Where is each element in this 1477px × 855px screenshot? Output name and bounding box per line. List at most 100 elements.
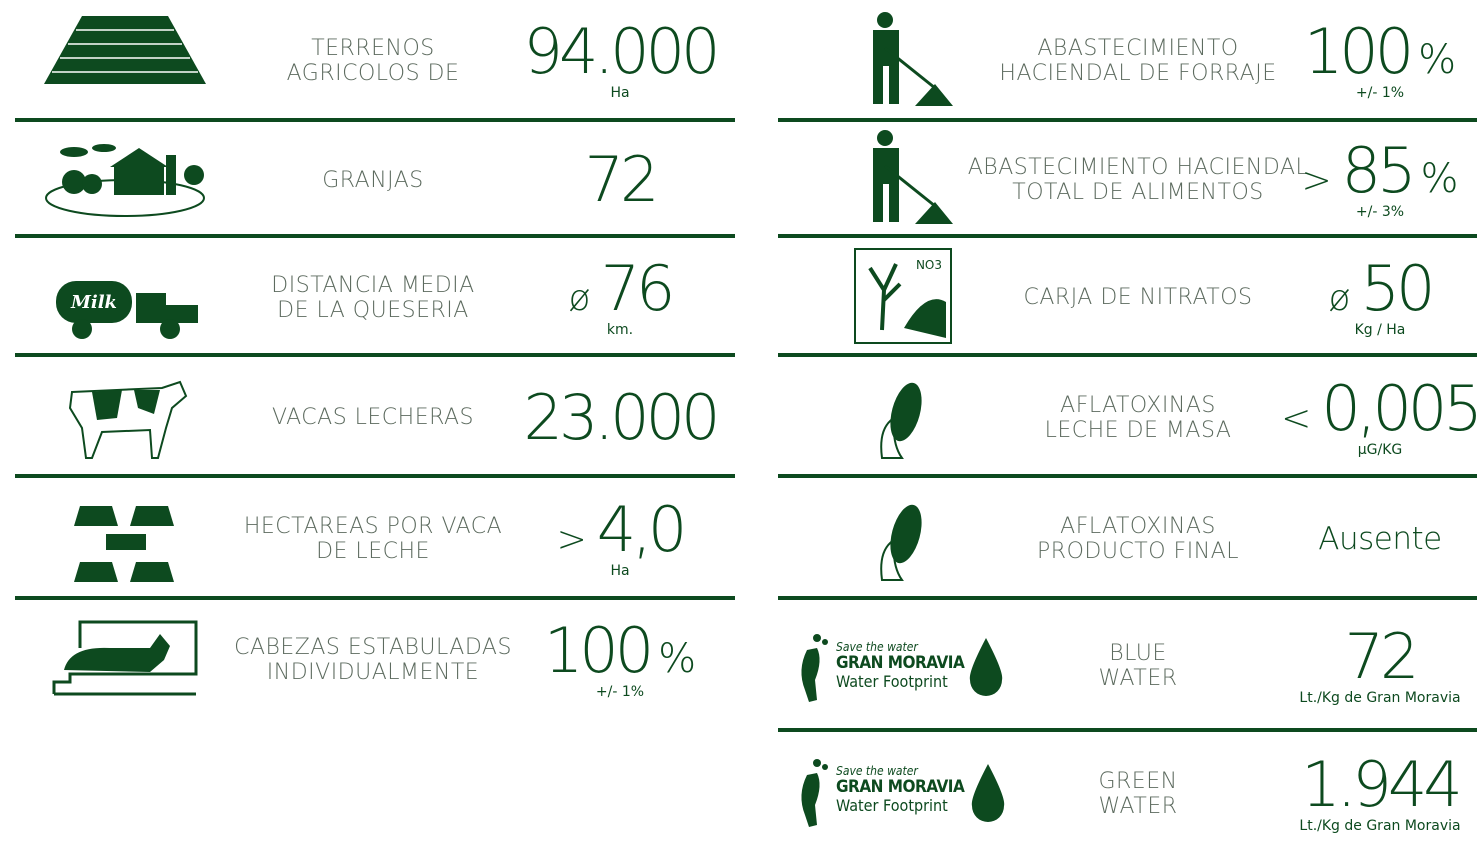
value-number: 50 (1360, 251, 1436, 325)
stat-label: AFLATOXINAS PRODUCTO FINAL (1037, 478, 1239, 600)
value-line: >4,0 (557, 493, 688, 566)
value-note: +/- 1% (1355, 85, 1405, 101)
value-line: 94.000 (524, 21, 721, 83)
stat-label: VACAS LECHERAS (272, 357, 474, 478)
value-line: 100% (543, 614, 696, 687)
stat-row: DISTANCIA MEDIA DE LA QUESERIA ø 76 km. (15, 238, 735, 357)
label-line: AFLATOXINAS (1060, 392, 1216, 418)
label-line: PRODUCTO FINAL (1037, 539, 1239, 564)
stat-row: CABEZAS ESTABULADAS INDIVIDUALMENTE 100% +/… (15, 600, 735, 720)
value-line: ø 76 (569, 251, 676, 325)
value-number: 85 (1341, 134, 1417, 207)
value-suffix: % (1420, 156, 1459, 202)
value-note: Lt./Kg de Gran Moravia (1299, 690, 1461, 706)
stat-label: BLUE WATER (1098, 600, 1177, 732)
value-number: Ausente (1318, 521, 1442, 557)
divider (778, 353, 1477, 357)
divider (15, 353, 735, 357)
value-number: 0,005 (1321, 371, 1477, 445)
value-note: Ha (610, 85, 630, 101)
divider (778, 728, 1477, 732)
stat-label: DISTANCIA MEDIA DE LA QUESERIA (271, 238, 474, 357)
label-line: HACIENDAL DE FORRAJE (999, 61, 1277, 86)
value-line: 72 (1344, 620, 1420, 693)
value-number: 72 (584, 143, 660, 216)
drop-icon (969, 638, 1003, 696)
water-logo: Save the water GRAN MORAVIA Water Footpr… (836, 764, 965, 815)
divider (778, 118, 1477, 122)
value-prefix: ø (1328, 277, 1351, 319)
value-number: 76 (600, 251, 676, 325)
value-number: 72 (1344, 620, 1420, 693)
stall-icon (52, 620, 198, 696)
divider (15, 234, 735, 238)
svg-text:Milk: Milk (70, 292, 117, 313)
nitrate-icon: NO3 (854, 248, 952, 344)
footprint-icon (801, 634, 828, 702)
value-note: Lt./Kg de Gran Moravia (1299, 817, 1461, 834)
milk-truck-icon: Milk (56, 281, 198, 339)
logo-brand: GRAN MORAVIA (836, 653, 965, 673)
logo-caption: Water Footprint (836, 796, 948, 815)
value-note: +/- 1% (595, 684, 645, 700)
stat-value: <0,005 µG/KG (1281, 357, 1477, 478)
stat-value: 72 (584, 122, 660, 238)
water-logo: Save the water GRAN MORAVIA Water Footpr… (836, 640, 965, 691)
stat-label: ABASTECIMIENTO HACIENDAL DE FORRAJE (999, 0, 1276, 122)
value-suffix: % (1418, 37, 1457, 83)
stat-row: GREEN WATER 1.944 Lt./Kg de Gran Moravia (778, 732, 1477, 855)
stat-row: GRANJAS 72 (15, 122, 735, 238)
divider (778, 474, 1477, 478)
label-line: ABASTECIMIENTO HACIENDAL (967, 155, 1309, 180)
stat-row: BLUE WATER 72 Lt./Kg de Gran Moravia (778, 600, 1477, 732)
divider (15, 474, 735, 478)
value-note: km. (606, 321, 634, 338)
stat-row: ABASTECIMIENTO HACIENDAL TOTAL DE ALIMENT… (778, 122, 1477, 238)
stat-label: GREEN WATER (1098, 732, 1177, 855)
footprint-icon (801, 759, 828, 827)
label-line: ABASTECIMIENTO (1037, 36, 1239, 61)
stat-value: Ausente (1318, 478, 1442, 600)
stat-row: HECTAREAS POR VACA DE LECHE >4,0 Ha (15, 478, 735, 600)
farmer-icon (873, 130, 953, 224)
stat-label: ABASTECIMIENTO HACIENDAL TOTAL DE ALIMENT… (968, 122, 1309, 238)
label-line: WATER (1098, 793, 1178, 819)
value-note: Ha (610, 563, 630, 579)
farm-icon (45, 144, 205, 217)
stat-row: AFLATOXINAS LECHE DE MASA <0,005 µG/KG (778, 357, 1477, 478)
stat-value: 100% +/- 1% (1304, 0, 1456, 122)
stat-label: AFLATOXINAS LECHE DE MASA (1045, 357, 1232, 478)
value-number: 4,0 (596, 493, 688, 566)
label-line: CABEZAS ESTABULADAS (234, 635, 512, 660)
divider (778, 596, 1477, 600)
label-line: CARJA DE NITRATOS (1023, 285, 1253, 310)
value-line: 100% (1304, 21, 1457, 84)
label-line: DE LECHE (316, 539, 430, 564)
stat-value: >4,0 Ha (557, 478, 688, 600)
value-line: 72 (584, 143, 660, 216)
divider (15, 596, 735, 600)
label-line: TOTAL DE ALIMENTOS (1012, 180, 1264, 205)
label-line: AGRICOLOS DE (286, 61, 460, 86)
label-line: BLUE (1109, 641, 1167, 666)
drop-icon (971, 764, 1005, 822)
value-line: ø 50 (1328, 251, 1436, 325)
value-note: +/- 3% (1355, 204, 1405, 220)
stat-label: HECTAREAS POR VACA DE LECHE (244, 478, 502, 600)
stat-label: CABEZAS ESTABULADAS INDIVIDUALMENTE (234, 600, 512, 720)
stat-label: CARJA DE NITRATOS (1023, 238, 1252, 357)
left-column: TERRENOS AGRICOLOS DE 94.000 Ha GRANJAS 72 DIS… (15, 0, 735, 855)
value-line: 1.944 (1301, 753, 1462, 816)
logo-tagline: Save the water (836, 764, 918, 778)
divider (778, 234, 1477, 238)
stat-value: 1.944 Lt./Kg de Gran Moravia (1299, 732, 1462, 855)
label-line: GREEN (1098, 768, 1178, 794)
field-icon (44, 16, 206, 84)
stat-value: 72 Lt./Kg de Gran Moravia (1299, 600, 1460, 732)
logo-tagline: Save the water (836, 640, 918, 654)
value-number: 100 (543, 614, 654, 687)
stat-row: AFLATOXINAS PRODUCTO FINAL Ausente (778, 478, 1477, 600)
label-line: HECTAREAS POR VACA (243, 514, 503, 539)
value-line: 23.000 (524, 386, 721, 449)
